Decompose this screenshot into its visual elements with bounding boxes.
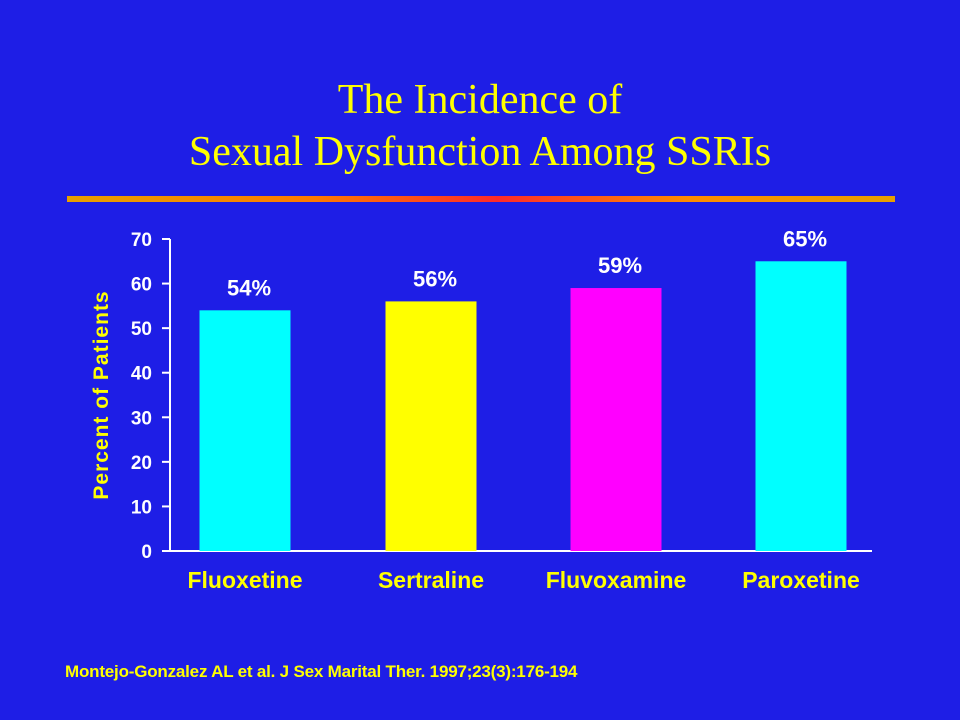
y-tick-label: 70 [131, 230, 152, 251]
category-label: Fluvoxamine [546, 567, 687, 593]
title-line-2: Sexual Dysfunction Among SSRIs [188, 129, 772, 175]
y-tick-label: 20 [131, 453, 152, 474]
bar-sertraline [385, 301, 477, 551]
y-tick-label: 0 [141, 542, 152, 563]
bar-fluoxetine [199, 310, 291, 551]
bar-paroxetine [755, 261, 847, 551]
data-label: 54% [227, 275, 271, 300]
category-label: Paroxetine [742, 567, 860, 593]
y-tick-label: 40 [131, 364, 152, 385]
category-label: Sertraline [378, 567, 484, 593]
y-tick-label: 10 [131, 497, 152, 518]
data-label: 65% [783, 226, 827, 251]
category-label: Fluoxetine [187, 567, 302, 593]
y-tick-label: 30 [131, 408, 152, 429]
data-label: 59% [598, 253, 642, 278]
slide-title: The Incidence of Sexual Dysfunction Amon… [0, 74, 960, 178]
y-axis-label: Percent of Patients [90, 290, 113, 499]
data-label: 56% [413, 266, 457, 291]
y-tick-label: 50 [131, 319, 152, 340]
title-divider [67, 196, 895, 202]
y-tick-label: 60 [131, 275, 152, 296]
bar-fluvoxamine [570, 288, 662, 551]
title-line-1: The Incidence of [337, 77, 623, 123]
citation: Montejo-Gonzalez AL et al. J Sex Marital… [65, 662, 578, 681]
